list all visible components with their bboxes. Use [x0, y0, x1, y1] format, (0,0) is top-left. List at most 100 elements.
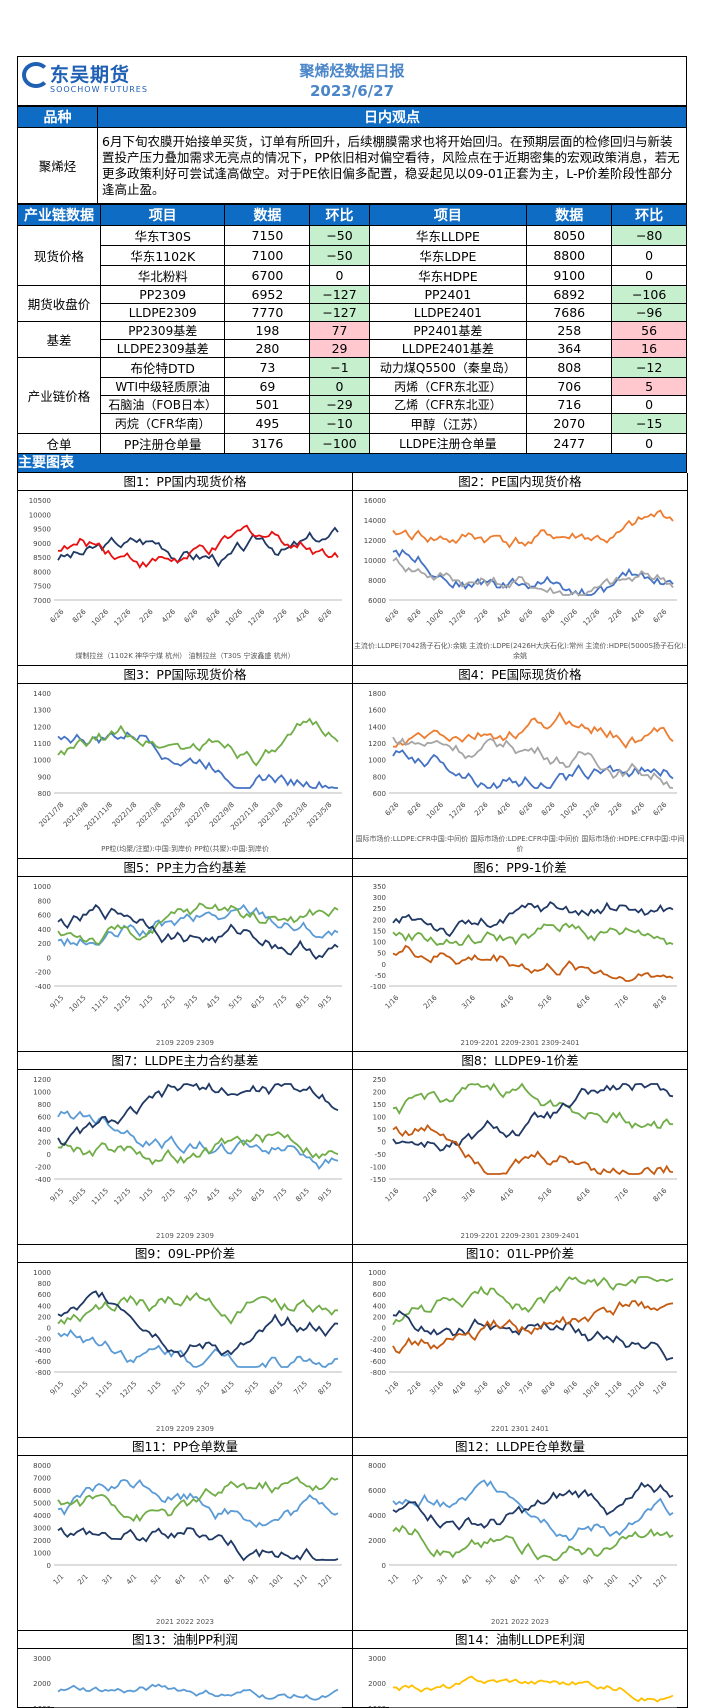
- y-tick-label: 8000: [33, 1462, 51, 1470]
- item-name: LLDPE2401: [368, 303, 528, 322]
- series-line: [392, 1300, 674, 1355]
- charts-section-title: 主要图表: [17, 454, 687, 473]
- y-tick-label: 200: [373, 916, 386, 924]
- item-name: 丙烯（CFR东北亚）: [368, 377, 528, 396]
- x-tick-label: 2/26: [607, 800, 624, 817]
- y-tick-label: 900: [38, 773, 51, 781]
- series-line: [392, 711, 674, 749]
- series-line: [392, 1675, 674, 1703]
- x-tick-label: 2/16: [422, 993, 439, 1010]
- series-line: [57, 1526, 339, 1562]
- table-header-2: 数据: [224, 204, 311, 226]
- x-tick-label: 7/16: [518, 1379, 535, 1396]
- table-row: 华东1102K 7100 −50 华东LDPE 8800 0: [18, 245, 687, 266]
- chart-legend: 煤制拉丝（1102K 神华宁煤 杭州） 油制拉丝（T30S 宁波鑫盛 杭州）: [75, 652, 295, 660]
- y-tick-label: -150: [370, 1176, 386, 1184]
- y-tick-label: 10000: [29, 511, 51, 519]
- y-tick-label: 2000: [33, 1680, 51, 1688]
- x-tick-label: 2/15: [170, 1380, 187, 1397]
- y-tick-label: -200: [370, 1336, 386, 1344]
- y-tick-label: 1000: [368, 757, 386, 765]
- chart-caption: 图7：LLDPE主力合约基差: [18, 1052, 352, 1070]
- table-header-6: 环比: [611, 204, 687, 226]
- item-value: 198: [224, 321, 311, 340]
- x-tick-label: 4/16: [498, 993, 515, 1010]
- charts-grid: 图1：PP国内现货价格 10500 10000 9500 9000 8500 8000 750…: [17, 473, 688, 1708]
- x-tick-label: 4/26: [629, 607, 646, 624]
- y-tick-label: 1200: [368, 740, 386, 748]
- y-tick-label: 0: [47, 1562, 51, 1570]
- x-tick-label: 10/26: [559, 607, 579, 627]
- y-tick-label: 1400: [368, 723, 386, 731]
- group-name: 仓单: [17, 433, 101, 454]
- x-tick-label: 12/1: [652, 1573, 669, 1590]
- series-line: [392, 1479, 674, 1542]
- y-tick-label: 1300: [33, 707, 51, 715]
- chart-caption: 图4：PE国际现货价格: [353, 666, 687, 684]
- series-line: [392, 944, 674, 982]
- series-line: [392, 736, 674, 789]
- chart-10: 图10：01L-PP价差 1000 800 600 400 200 0 -200 -400 -60…: [353, 1245, 688, 1438]
- x-tick-label: 4/26: [495, 607, 512, 624]
- view-product: 聚烯烃: [17, 127, 98, 204]
- x-tick-label: 4/1: [460, 1573, 474, 1587]
- table-header-0: 产业链数据: [17, 204, 101, 226]
- series-line: [57, 902, 339, 946]
- y-tick-label: 150: [373, 1101, 386, 1109]
- item-value: 808: [526, 357, 613, 378]
- y-tick-label: 250: [373, 905, 386, 913]
- y-tick-label: 4000: [368, 1512, 386, 1520]
- y-tick-label: 600: [373, 790, 386, 798]
- x-tick-label: 6/26: [183, 607, 200, 624]
- chart-legend: 2021 2022 2023: [156, 1618, 214, 1626]
- y-tick-label: 8500: [33, 554, 51, 562]
- y-tick-label: 1600: [368, 707, 386, 715]
- y-tick-label: 350: [373, 883, 386, 891]
- x-tick-label: 12/26: [581, 607, 601, 627]
- y-tick-label: 0: [382, 1562, 386, 1570]
- x-tick-label: 5/1: [149, 1573, 163, 1587]
- report-date: 2023/6/27: [309, 82, 395, 100]
- y-tick-label: -400: [35, 1347, 51, 1355]
- y-tick-label: 2000: [368, 1537, 386, 1545]
- x-tick-label: 8/15: [317, 1380, 334, 1397]
- table-row: 基差 PP2309基差 198 77 PP2401基差 258 56: [17, 321, 687, 358]
- x-tick-label: 2022/5/8: [159, 801, 187, 829]
- x-tick-label: 8/16: [652, 993, 669, 1010]
- x-tick-label: 7/1: [533, 1573, 547, 1587]
- x-tick-label: 2/26: [272, 607, 289, 624]
- chart-plot: 250 200 150 100 50 0 -50 -100 -150 1/16 2/16 3/16 4/…: [370, 1076, 677, 1204]
- x-tick-label: 2022/7/8: [184, 801, 212, 829]
- y-tick-label: 12000: [364, 537, 386, 545]
- y-tick-label: 7000: [33, 1475, 51, 1483]
- item-name: LLDPE2309基差: [99, 339, 226, 358]
- x-tick-label: 9/15: [49, 1187, 66, 1204]
- x-tick-label: 11/15: [94, 1380, 114, 1400]
- chart-legend: 2109 2209 2309: [156, 1425, 214, 1433]
- y-tick-label: 800: [38, 897, 51, 905]
- table-row: 丙烷（CFR华南） 495 −10 甲醇（江苏） 2070 −15: [18, 413, 687, 434]
- y-tick-label: -800: [370, 1369, 386, 1377]
- x-tick-label: 6/16: [575, 993, 592, 1010]
- logo-mark-icon: [22, 62, 50, 88]
- x-tick-label: 6/26: [384, 607, 401, 624]
- y-tick-label: 3000: [33, 1525, 51, 1533]
- y-tick-label: 0: [47, 954, 51, 962]
- series-line: [392, 1276, 674, 1326]
- item-value: 6700: [224, 265, 311, 286]
- y-tick-label: 200: [38, 1139, 51, 1147]
- item-change: −100: [309, 433, 370, 454]
- y-tick-label: 800: [373, 773, 386, 781]
- item-name: PP2401基差: [368, 321, 528, 340]
- x-tick-label: 1/16: [384, 993, 401, 1010]
- chart-1: 图1：PP国内现货价格 10500 10000 9500 9000 8500 8000 750…: [18, 473, 353, 666]
- y-tick-label: 50: [377, 1126, 386, 1134]
- item-value: 6952: [224, 285, 311, 304]
- x-tick-label: 8/15: [294, 1187, 311, 1204]
- y-tick-label: 16000: [364, 497, 386, 505]
- series-line: [57, 1131, 339, 1166]
- chart-8: 图8：LLDPE9-1价差 250 200 150 100 50 0 -50 -100 -150 1…: [353, 1052, 688, 1245]
- x-tick-label: 4/15: [205, 1187, 222, 1204]
- item-change: −50: [309, 245, 370, 266]
